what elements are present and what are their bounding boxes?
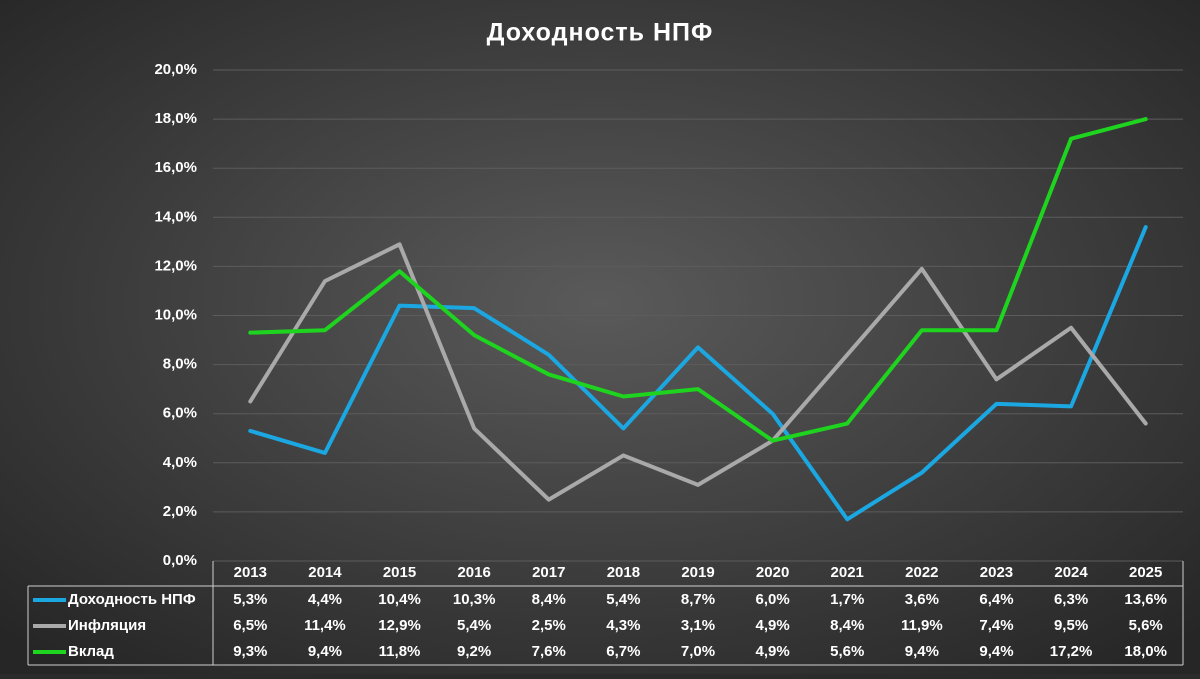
chart-title: Доходность НПФ [487,19,714,47]
y-tick-label: 16,0% [154,159,197,176]
table-cell: 9,5% [1054,617,1088,634]
x-tick-label: 2013 [234,564,267,581]
x-tick-label: 2022 [905,564,938,581]
table-cell: 13,6% [1124,591,1167,608]
table-cell: 9,4% [905,643,939,660]
table-cell: 5,6% [830,643,864,660]
series-line [248,117,1148,443]
table-cell: 4,3% [606,617,640,634]
table-cell: 9,4% [308,643,342,660]
table-cell: 6,5% [233,617,267,634]
table-cell: 9,4% [979,643,1013,660]
y-tick-label: 8,0% [163,356,197,373]
table-cell: 5,4% [606,591,640,608]
y-tick-label: 0,0% [163,552,197,569]
table-cell: 7,4% [979,617,1013,634]
table-cell: 3,6% [905,591,939,608]
table-cell: 5,6% [1129,617,1163,634]
y-tick-label: 14,0% [154,208,197,225]
table-cell: 9,3% [233,643,267,660]
y-tick-label: 20,0% [154,61,197,78]
table-cell: 4,4% [308,591,342,608]
table-cell: 5,4% [457,617,491,634]
table-cell: 4,9% [756,617,790,634]
table-cell: 6,3% [1054,591,1088,608]
table-cell: 6,4% [979,591,1013,608]
x-tick-label: 2017 [532,564,565,581]
x-tick-label: 2018 [607,564,640,581]
table-cell: 6,0% [756,591,790,608]
table-cell: 9,2% [457,643,491,660]
table-cell: 8,4% [830,617,864,634]
x-tick-label: 2014 [308,564,342,581]
table-cell: 7,0% [681,643,715,660]
x-tick-label: 2020 [756,564,789,581]
x-tick-label: 2021 [831,564,864,581]
x-tick-label: 2016 [457,564,490,581]
table-cell: 11,4% [304,617,346,634]
table-cell: 1,7% [830,591,864,608]
y-tick-label: 6,0% [163,405,197,422]
x-tick-label: 2015 [383,564,416,581]
y-tick-label: 10,0% [154,306,197,323]
x-tick-label: 2023 [980,564,1013,581]
y-tick-label: 12,0% [154,257,197,274]
table-cell: 18,0% [1124,643,1167,660]
legend-label: Вклад [68,643,114,660]
table-cell: 3,1% [681,617,715,634]
table-cell: 4,9% [756,643,790,660]
x-tick-label: 2019 [681,564,714,581]
legend-label: Инфляция [68,617,146,634]
table-cell: 8,7% [681,591,715,608]
y-tick-label: 18,0% [154,110,197,127]
table-cell: 17,2% [1050,643,1093,660]
y-tick-label: 2,0% [163,503,197,520]
table-cell: 7,6% [532,643,566,660]
table-cell: 10,3% [453,591,496,608]
y-tick-label: 4,0% [163,454,197,471]
table-cell: 11,8% [379,643,421,660]
table-cell: 8,4% [532,591,566,608]
x-tick-label: 2024 [1054,564,1088,581]
table-cell: 10,4% [378,591,421,608]
series-line [248,242,1148,502]
legend-label: Доходность НПФ [68,591,196,608]
table-cell: 6,7% [606,643,640,660]
table-cell: 11,9% [901,617,943,634]
x-tick-label: 2025 [1129,564,1162,581]
table-cell: 5,3% [233,591,267,608]
table-cell: 12,9% [378,617,421,634]
table-cell: 2,5% [532,617,566,634]
series-line [248,225,1148,522]
